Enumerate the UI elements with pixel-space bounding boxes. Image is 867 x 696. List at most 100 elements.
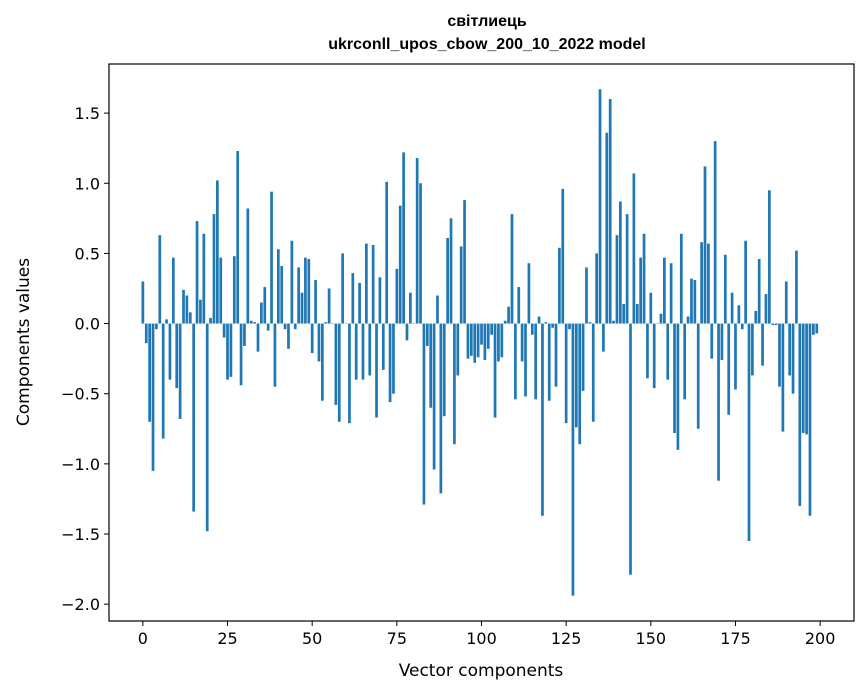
x-tick-label: 125 — [551, 629, 582, 648]
bar — [744, 240, 747, 324]
bar — [310, 323, 314, 354]
bar — [730, 292, 734, 324]
bar — [297, 267, 300, 324]
bar — [710, 323, 714, 359]
bar — [348, 323, 351, 424]
bar — [591, 323, 595, 422]
bar — [442, 323, 446, 417]
bar — [764, 294, 768, 324]
bar — [622, 303, 626, 324]
bar — [554, 323, 558, 387]
bar — [171, 257, 175, 324]
bar — [784, 281, 788, 324]
bar — [480, 323, 483, 345]
bar — [798, 323, 802, 506]
bar — [422, 323, 426, 505]
bar — [608, 99, 612, 324]
bar — [202, 233, 206, 324]
bar — [815, 323, 819, 334]
bar — [679, 233, 683, 324]
bar — [598, 89, 602, 324]
bar — [185, 295, 189, 324]
bar — [761, 323, 764, 366]
plot-frame — [108, 63, 855, 622]
bar — [740, 323, 744, 330]
bar — [571, 323, 575, 596]
bar — [409, 292, 412, 324]
bar — [320, 323, 324, 401]
bar — [520, 323, 524, 362]
bar — [287, 323, 290, 349]
bar — [449, 218, 453, 324]
bar — [652, 323, 656, 389]
bar — [276, 249, 280, 324]
bar — [429, 323, 433, 408]
bar — [558, 247, 561, 324]
bar — [466, 323, 470, 359]
bar — [635, 303, 639, 324]
bar — [812, 323, 815, 335]
x-tick-label: 175 — [720, 629, 751, 648]
bar — [381, 323, 385, 370]
bar — [212, 214, 216, 324]
bar — [453, 323, 456, 445]
y-tick-label: 1.0 — [75, 174, 100, 193]
bar — [324, 322, 328, 324]
bar — [188, 312, 192, 324]
bar — [368, 323, 372, 376]
bar — [676, 323, 680, 450]
bar — [155, 323, 158, 330]
bar — [527, 263, 531, 324]
bar — [612, 320, 615, 324]
y-tick-label: 0.0 — [75, 315, 100, 334]
bar — [483, 323, 487, 361]
bar — [168, 323, 172, 380]
bar — [642, 233, 646, 324]
bar — [378, 277, 382, 324]
bar — [283, 323, 287, 330]
bar — [686, 316, 690, 324]
bar — [493, 323, 497, 418]
bar — [544, 322, 548, 324]
bar — [469, 323, 473, 356]
bar — [707, 243, 710, 324]
y-axis-label: Components values — [14, 258, 34, 426]
x-tick-label: 150 — [636, 629, 667, 648]
bar — [436, 295, 439, 324]
bar — [307, 259, 311, 324]
bar — [158, 235, 162, 324]
bar — [757, 259, 761, 324]
bar — [788, 323, 792, 376]
bar — [216, 180, 219, 324]
bar — [551, 323, 554, 328]
bar — [530, 323, 534, 335]
bar — [737, 305, 741, 324]
chart-title: світлиець — [447, 13, 527, 30]
bar — [256, 323, 260, 352]
bar — [713, 141, 717, 324]
bar — [209, 317, 212, 324]
bar — [723, 254, 727, 324]
x-tick-label: 200 — [805, 629, 836, 648]
bar — [632, 173, 636, 324]
bar — [144, 323, 148, 344]
bar — [720, 323, 724, 361]
bar — [266, 323, 270, 331]
x-tick-label: 75 — [387, 629, 407, 648]
bar — [585, 267, 588, 324]
bar — [317, 323, 321, 362]
bar — [700, 242, 703, 324]
bar — [524, 323, 527, 397]
bar — [260, 302, 263, 324]
y-tick-label: −1.5 — [61, 525, 100, 544]
bar — [514, 323, 517, 400]
chart-subtitle: ukrconll_upos_cbow_200_10_2022 model — [328, 36, 645, 53]
bar — [578, 323, 582, 445]
bar — [503, 320, 507, 324]
bar — [517, 287, 521, 324]
bar — [459, 246, 463, 324]
bar — [334, 323, 338, 405]
bar — [182, 289, 185, 324]
bar — [781, 323, 785, 432]
